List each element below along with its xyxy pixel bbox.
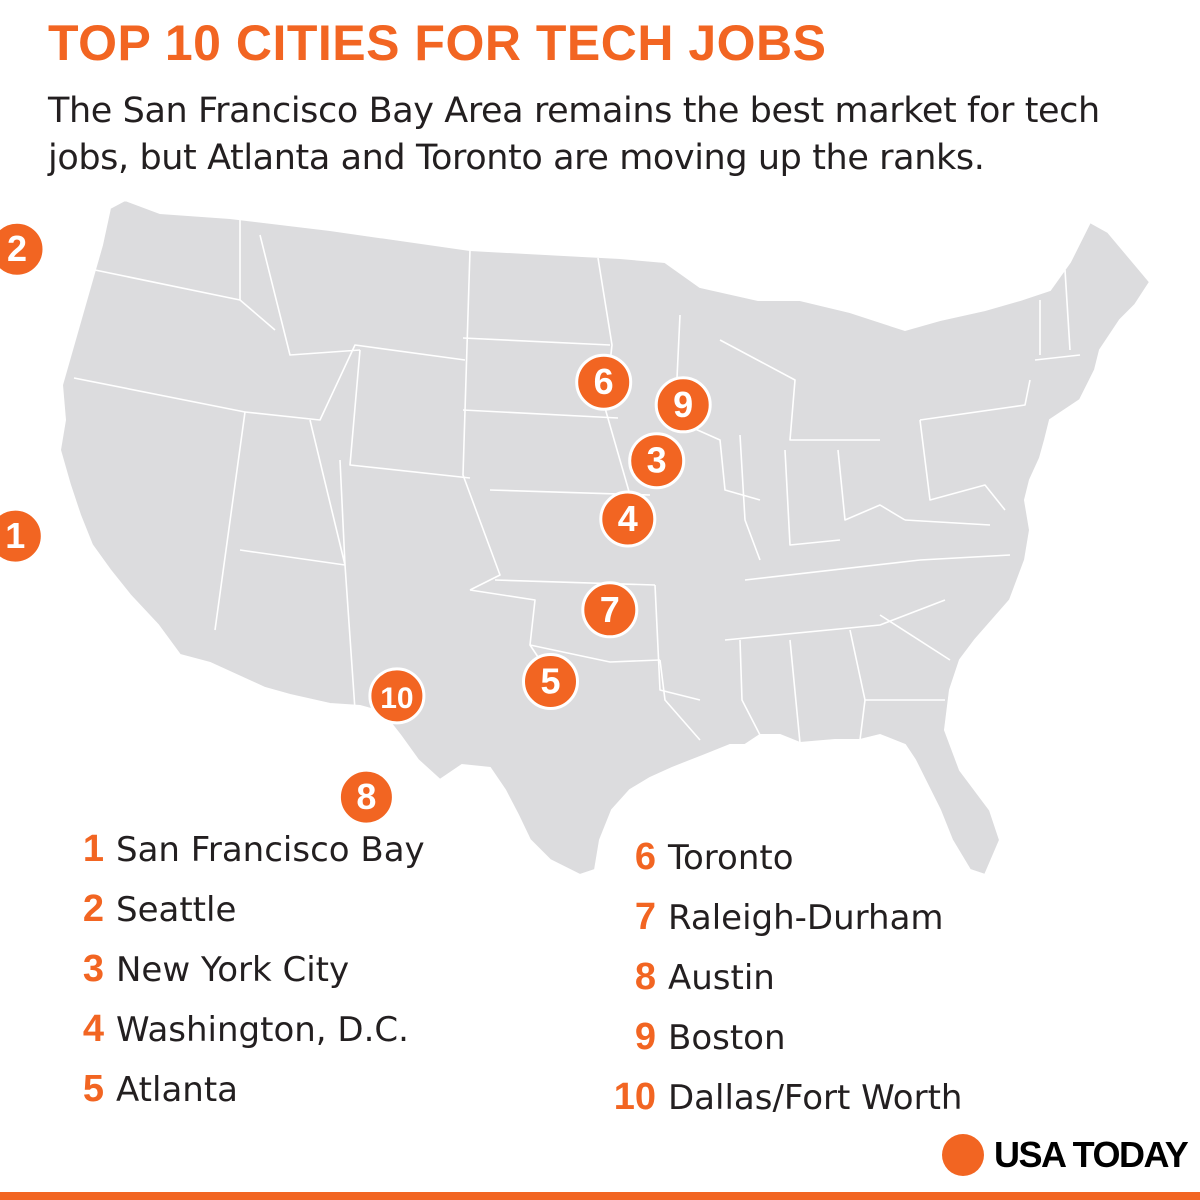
legend-city: New York City (116, 950, 350, 990)
bottom-rule (0, 1192, 1200, 1200)
city-marker-circle (522, 653, 579, 710)
legend-item: 4 Washington, D.C. (52, 1008, 409, 1051)
city-marker-circle (0, 507, 44, 565)
city-marker-rank: 4 (618, 498, 638, 539)
state-border-line (904, 519, 991, 526)
legend-item: 5 Atlanta (52, 1068, 238, 1111)
city-marker: 4 (599, 490, 657, 548)
city-marker: 7 (581, 581, 639, 639)
legend-city: Raleigh-Durham (668, 898, 944, 938)
state-borders (73, 220, 1081, 744)
city-marker-circle (368, 667, 426, 725)
legend-city: Washington, D.C. (116, 1010, 409, 1050)
state-border-line (739, 639, 761, 736)
legend-city: Austin (668, 958, 775, 998)
state-border-line (744, 554, 1011, 581)
state-border-line (724, 599, 946, 641)
logo-text: USA TODAY (994, 1134, 1189, 1175)
legend-city: Dallas/Fort Worth (668, 1078, 963, 1118)
state-border-line (259, 234, 361, 356)
legend-rank: 8 (634, 956, 656, 998)
legend-item: 8 Austin (604, 956, 775, 999)
state-border-line (654, 584, 701, 701)
city-marker: 1 (0, 507, 44, 565)
state-border-line (349, 349, 471, 479)
page-title: TOP 10 CITIES FOR TECH JOBS (48, 15, 827, 71)
legend-city: Boston (668, 1018, 786, 1058)
legend-rank: 10 (613, 1076, 656, 1118)
us-landmass (58, 198, 1152, 877)
legend-city: San Francisco Bay (116, 830, 425, 870)
city-marker: 5 (522, 653, 579, 710)
state-border-line (494, 579, 656, 586)
state-border-line (1064, 269, 1071, 351)
state-border-line (919, 379, 1031, 421)
legend-item: 1 San Francisco Bay (52, 828, 425, 871)
usa-today-logo: USA TODAY (942, 1134, 1189, 1176)
state-border-line (462, 409, 619, 419)
legend-item: 10 Dallas/Fort Worth (604, 1076, 963, 1119)
legend-item: 6 Toronto (604, 836, 794, 879)
city-marker-rank: 5 (540, 661, 560, 702)
legend-rank: 4 (82, 1008, 104, 1050)
city-marker-circle (599, 490, 657, 548)
city-marker-rank: 1 (5, 515, 25, 556)
city-marker-circle (0, 220, 46, 278)
city-marker: 9 (654, 376, 712, 434)
legend-city: Atlanta (116, 1070, 238, 1110)
city-marker-circle (337, 768, 395, 826)
city-marker-rank: 2 (7, 228, 27, 269)
legend-item: 7 Raleigh-Durham (604, 896, 944, 939)
legend-city: Seattle (116, 890, 237, 930)
city-marker-rank: 3 (647, 440, 667, 481)
legend-rank: 2 (82, 888, 104, 930)
city-marker: 3 (628, 432, 686, 490)
state-border-line (244, 344, 466, 421)
legend-rank: 3 (82, 948, 104, 990)
legend-rank: 6 (634, 836, 656, 878)
legend-item: 3 New York City (52, 948, 349, 991)
city-markers: 1 2 34 5 6 7 8 9 10 (0, 220, 712, 826)
legend-rank: 1 (82, 828, 104, 870)
state-border-line (719, 339, 880, 441)
state-border-line (1034, 354, 1081, 361)
state-border-line (837, 449, 906, 521)
city-marker: 6 (575, 353, 633, 411)
legend-city: Toronto (668, 838, 794, 878)
state-border-line (879, 614, 951, 661)
city-marker-circle (654, 376, 712, 434)
state-border-line (659, 659, 701, 741)
city-marker-circle (628, 432, 686, 490)
city-marker-rank: 6 (594, 361, 614, 402)
city-marker: 8 (337, 768, 395, 826)
legend-item: 2 Seattle (52, 888, 237, 931)
city-marker-circle (575, 353, 633, 411)
state-border-line (789, 639, 801, 744)
contiguous-us-shape (58, 198, 1152, 877)
city-marker-rank: 7 (600, 589, 620, 630)
legend-rank: 5 (82, 1068, 104, 1110)
legend-rank: 9 (634, 1016, 656, 1058)
state-border-line (309, 419, 346, 566)
state-border-line (462, 337, 611, 346)
state-border-line (462, 249, 501, 591)
city-marker-rank: 8 (356, 776, 376, 817)
legend-rank: 7 (634, 896, 656, 938)
city-marker: 2 (0, 220, 46, 278)
city-marker-rank: 9 (673, 384, 693, 425)
logo-circle-icon (942, 1134, 984, 1176)
legend-item: 9 Boston (604, 1016, 786, 1059)
city-marker-rank: 10 (380, 682, 413, 715)
state-border-line (919, 419, 1006, 511)
page-subtitle: The San Francisco Bay Area remains the b… (48, 91, 1100, 178)
state-border-line (739, 434, 761, 561)
state-border-line (784, 449, 841, 546)
city-marker-circle (581, 581, 639, 639)
city-marker: 10 (368, 667, 426, 725)
